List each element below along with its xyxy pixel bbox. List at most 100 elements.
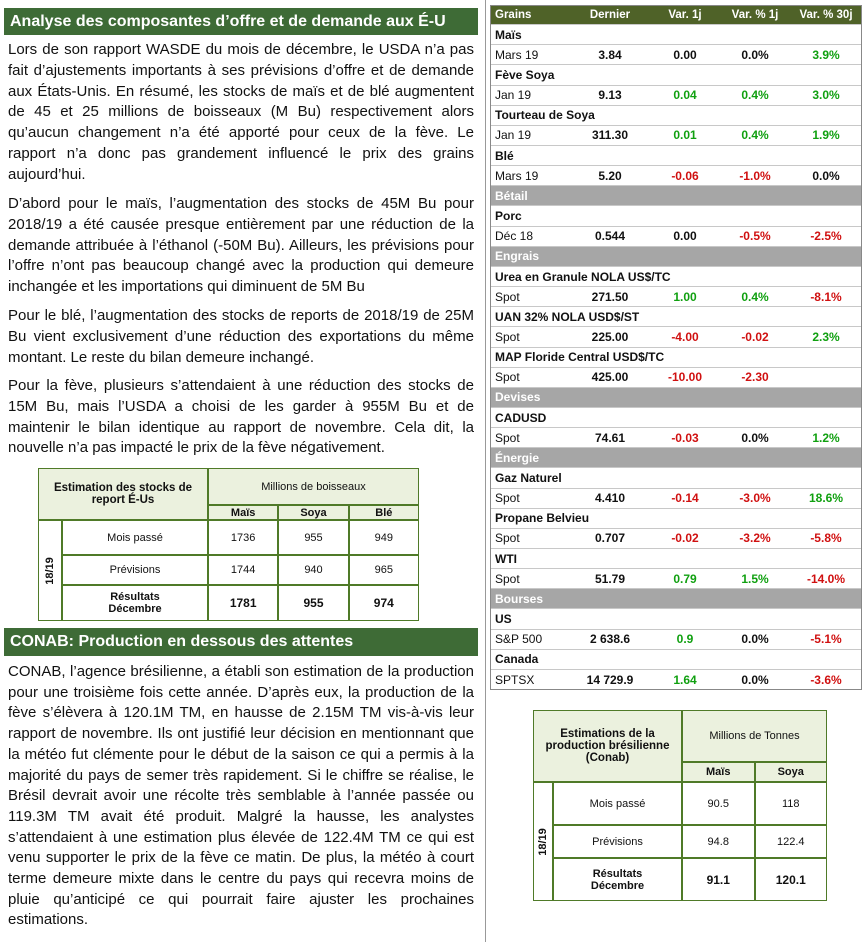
row-label: Résultats Décembre: [553, 858, 682, 901]
column-header: Dernier: [589, 8, 631, 21]
market-value: -4.00: [671, 329, 699, 344]
market-value: 271.50: [591, 289, 629, 304]
table-value: 1736: [208, 520, 279, 555]
market-value: 0.0%: [741, 632, 769, 647]
market-value: 0.4%: [741, 128, 769, 143]
row-label: Mois passé: [553, 782, 682, 825]
contract-label: Spot: [495, 289, 520, 304]
group-name: Canada: [495, 652, 539, 667]
market-value: 225.00: [591, 329, 629, 344]
market-value: -5.8%: [810, 531, 842, 546]
market-value: -0.5%: [739, 229, 771, 244]
table-title: Estimation des stocks de report É-Us: [38, 468, 208, 520]
contract-label: Jan 19: [495, 88, 532, 103]
table-value: 965: [348, 555, 419, 585]
data-row: Mars 19 3.84 0.00 0.0% 3.9%: [490, 45, 862, 66]
article-title: Analyse des composantes d’offre et de de…: [4, 8, 478, 35]
market-value: 0.01: [673, 128, 697, 143]
group-name: Blé: [495, 148, 514, 163]
group-header: Canada: [490, 650, 862, 670]
market-value: -2.30: [741, 370, 769, 385]
group-header: US: [490, 610, 862, 630]
table-value: 1781: [208, 585, 279, 621]
table-value: 120.1: [754, 858, 827, 901]
section-title: Devises: [495, 390, 541, 405]
market-value: -5.1%: [810, 632, 842, 647]
group-name: UAN 32% NOLA USD$/ST: [495, 309, 640, 324]
group-name: Urea en Granule NOLA US$/TC: [495, 269, 671, 284]
group-name: CADUSD: [495, 410, 547, 425]
section-header: Engrais: [490, 246, 862, 267]
data-row: Jan 19 311.30 0.01 0.4% 1.9%: [490, 126, 862, 147]
contract-label: SPTSX: [495, 672, 535, 687]
table-value: 955: [278, 585, 349, 621]
market-value: 0.0%: [812, 168, 840, 183]
contract-label: Spot: [495, 329, 520, 344]
market-value: 1.00: [673, 289, 697, 304]
market-value: 3.0%: [812, 88, 840, 103]
data-row: Spot 225.00 -4.00 -0.02 2.3%: [490, 327, 862, 348]
group-header: UAN 32% NOLA USD$/ST: [490, 307, 862, 328]
group-name: Maïs: [495, 27, 522, 42]
market-value: 0.04: [673, 88, 697, 103]
market-value: -14.0%: [806, 571, 846, 586]
contract-label: Spot: [495, 531, 520, 546]
group-header: Propane Belvieu: [490, 509, 862, 529]
group-header: Fève Soya: [490, 65, 862, 86]
paragraph: D’abord pour le maïs, l’augmentation des…: [8, 195, 474, 296]
table-value: 974: [348, 585, 419, 621]
market-value: 1.2%: [812, 430, 840, 445]
market-value: -3.2%: [739, 531, 771, 546]
row-label: Prévisions: [553, 825, 682, 858]
data-row: Spot 0.707 -0.02 -3.2% -5.8%: [490, 529, 862, 550]
group-name: Propane Belvieu: [495, 511, 590, 526]
section-header: Devises: [490, 387, 862, 408]
market-value: -1.0%: [739, 168, 771, 183]
market-value: -2.5%: [810, 229, 842, 244]
market-value: 3.84: [598, 47, 622, 62]
table-value: 118: [754, 782, 827, 825]
contract-label: Spot: [495, 571, 520, 586]
market-value: 1.9%: [812, 128, 840, 143]
market-border: [490, 5, 862, 691]
market-value: -10.00: [667, 370, 703, 385]
market-value: -0.03: [671, 430, 699, 445]
group-name: Porc: [495, 209, 522, 224]
column-header: Soya: [278, 505, 349, 520]
stocks-table: Estimation des stocks de report É-Us Mill…: [38, 468, 419, 621]
section-header: Bourses: [490, 589, 862, 610]
market-value: 425.00: [591, 370, 629, 385]
data-row: Jan 19 9.13 0.04 0.4% 3.0%: [490, 86, 862, 106]
market-value: 0.4%: [741, 289, 769, 304]
market-value: 0.00: [673, 47, 697, 62]
market-value: 1.64: [673, 672, 697, 687]
row-label: Prévisions: [62, 555, 208, 585]
row-label: Résultats Décembre: [62, 585, 208, 621]
column-header: Maïs: [208, 505, 279, 520]
market-value: 311.30: [591, 128, 629, 143]
market-header: Grains Dernier Var. 1j Var. % 1j Var. % 30j: [490, 5, 862, 26]
group-header: Gaz Naturel: [490, 468, 862, 489]
period-text: 18/19: [44, 556, 56, 585]
group-header: Tourteau de Soya: [490, 106, 862, 126]
paragraph: Pour le blé, l’augmentation des stocks d…: [8, 307, 474, 366]
market-value: 2.3%: [812, 329, 840, 344]
market-value: 0.544: [594, 229, 626, 244]
table-value: 94.8: [682, 825, 755, 858]
column-header: Var. % 30j: [799, 8, 853, 21]
column-header: Maïs: [682, 762, 755, 782]
data-row: Mars 19 5.20 -0.06 -1.0% 0.0%: [490, 166, 862, 187]
data-row: Spot 51.79 0.79 1.5% -14.0%: [490, 569, 862, 590]
market-value: 0.4%: [741, 88, 769, 103]
table-value: 1744: [208, 555, 279, 585]
unit-header: Millions de boisseaux: [208, 468, 419, 505]
market-value: 74.61: [594, 430, 626, 445]
market-value: -0.02: [741, 329, 769, 344]
group-header: CADUSD: [490, 408, 862, 429]
group-name: WTI: [495, 551, 517, 566]
market-value: -0.06: [671, 168, 699, 183]
contract-label: Jan 19: [495, 128, 532, 143]
data-row: Déc 18 0.544 0.00 -0.5% -2.5%: [490, 227, 862, 247]
table-value: 122.4: [754, 825, 827, 858]
market-value: 0.0%: [741, 430, 769, 445]
